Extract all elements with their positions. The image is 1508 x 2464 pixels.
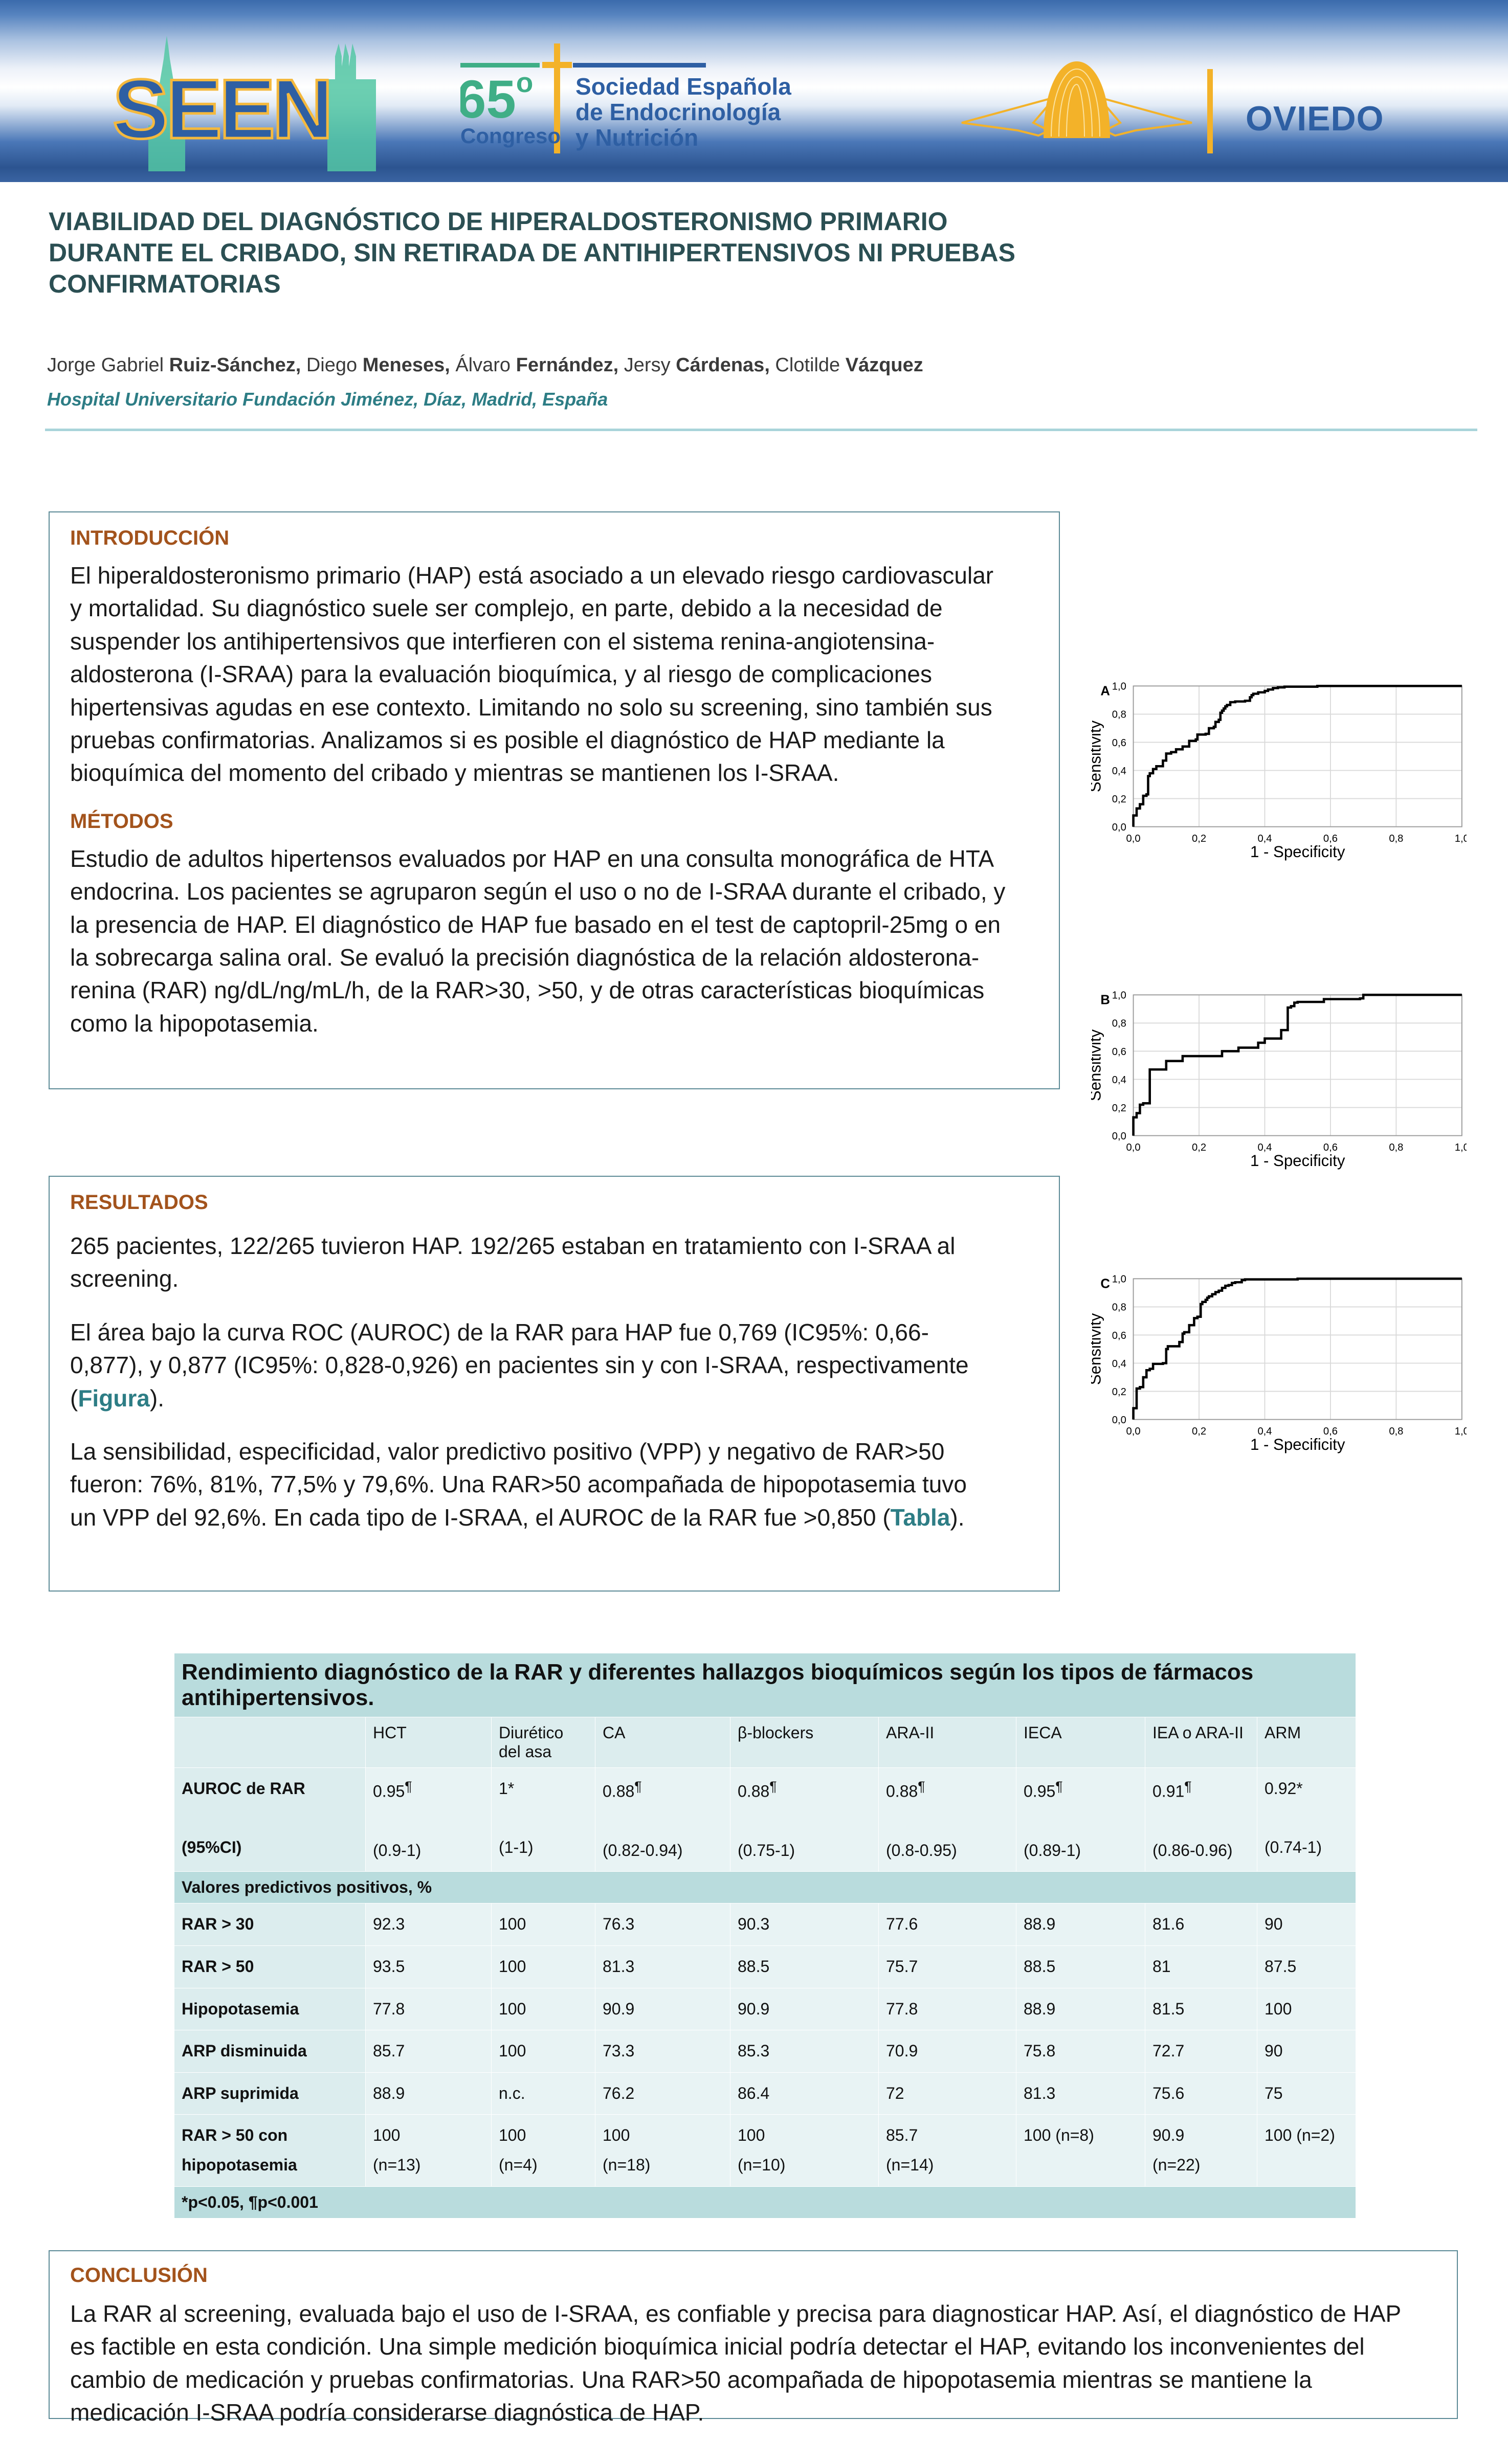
- svg-text:SEEN: SEEN: [113, 62, 330, 156]
- svg-text:0,6: 0,6: [1112, 1330, 1126, 1341]
- svg-text:0,8: 0,8: [1389, 1426, 1403, 1437]
- svg-text:B: B: [1100, 993, 1110, 1007]
- svg-text:0,2: 0,2: [1192, 1142, 1206, 1153]
- svg-text:1,0: 1,0: [1455, 1426, 1467, 1437]
- svg-text:0,0: 0,0: [1112, 822, 1126, 833]
- svg-text:Sensitivity: Sensitivity: [1091, 720, 1104, 792]
- svg-text:0,4: 0,4: [1112, 766, 1126, 777]
- svg-text:OVIEDO: OVIEDO: [1246, 99, 1384, 138]
- svg-text:0,0: 0,0: [1112, 1131, 1126, 1142]
- svg-text:0,2: 0,2: [1192, 1426, 1206, 1437]
- svg-text:0,4: 0,4: [1112, 1358, 1126, 1370]
- svg-text:0,8: 0,8: [1112, 1302, 1126, 1313]
- svg-text:1 - Specificity: 1 - Specificity: [1250, 843, 1345, 861]
- svg-text:1,0: 1,0: [1112, 990, 1126, 1001]
- svg-text:y Nutrición: y Nutrición: [575, 124, 698, 151]
- svg-text:C: C: [1100, 1277, 1110, 1291]
- svg-text:0,8: 0,8: [1389, 833, 1403, 844]
- svg-text:A: A: [1100, 684, 1110, 699]
- svg-text:0,8: 0,8: [1389, 1142, 1403, 1153]
- svg-text:Sensitivity: Sensitivity: [1091, 1313, 1104, 1385]
- svg-text:1 - Specificity: 1 - Specificity: [1250, 1436, 1345, 1453]
- svg-text:Sensitivity: Sensitivity: [1091, 1029, 1104, 1101]
- svg-text:1,0: 1,0: [1112, 681, 1126, 692]
- svg-text:0,8: 0,8: [1112, 709, 1126, 721]
- svg-text:0,0: 0,0: [1112, 1415, 1126, 1426]
- svg-text:0,6: 0,6: [1112, 1046, 1126, 1058]
- svg-text:0,0: 0,0: [1126, 833, 1141, 844]
- svg-text:0,8: 0,8: [1112, 1018, 1126, 1029]
- svg-text:65o: 65o: [460, 66, 533, 129]
- svg-text:1,0: 1,0: [1112, 1274, 1126, 1285]
- svg-text:Sociedad Española: Sociedad Española: [575, 73, 791, 100]
- svg-text:0,2: 0,2: [1112, 1386, 1126, 1398]
- svg-text:0,0: 0,0: [1126, 1142, 1141, 1153]
- svg-text:0,6: 0,6: [1112, 737, 1126, 749]
- svg-text:0,0: 0,0: [1126, 1426, 1141, 1437]
- svg-text:Congreso: Congreso: [460, 124, 561, 148]
- svg-text:de Endocrinología: de Endocrinología: [575, 99, 781, 125]
- svg-text:1 - Specificity: 1 - Specificity: [1250, 1152, 1345, 1170]
- svg-text:0,2: 0,2: [1192, 833, 1206, 844]
- svg-text:0,2: 0,2: [1112, 1103, 1126, 1114]
- svg-text:0,4: 0,4: [1112, 1074, 1126, 1086]
- svg-text:0,2: 0,2: [1112, 794, 1126, 805]
- svg-text:1,0: 1,0: [1455, 833, 1467, 844]
- svg-text:1,0: 1,0: [1455, 1142, 1467, 1153]
